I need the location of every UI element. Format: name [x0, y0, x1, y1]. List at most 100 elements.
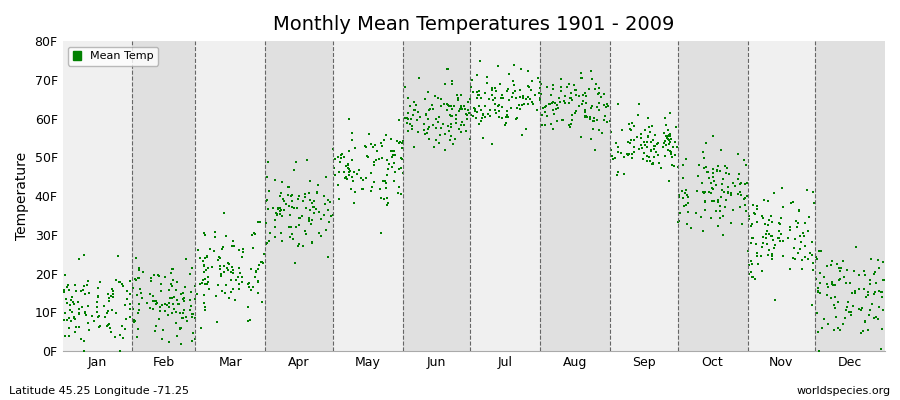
Point	[144, 278, 158, 284]
Point	[658, 114, 672, 121]
Point	[533, 95, 547, 101]
Point	[708, 182, 723, 188]
Point	[158, 274, 172, 280]
Point	[418, 131, 432, 137]
Point	[475, 135, 490, 142]
Point	[217, 210, 231, 216]
Point	[771, 235, 786, 242]
Point	[563, 90, 578, 96]
Point	[641, 132, 655, 139]
Point	[197, 304, 211, 310]
Point	[857, 285, 871, 292]
Point	[584, 105, 598, 112]
Point	[697, 154, 711, 161]
Point	[842, 280, 857, 287]
Point	[640, 144, 654, 150]
Point	[217, 263, 231, 269]
Point	[127, 316, 141, 323]
Point	[334, 155, 348, 161]
Point	[422, 124, 436, 130]
Point	[620, 138, 634, 145]
Point	[500, 86, 515, 93]
Point	[132, 307, 147, 314]
Point	[335, 151, 349, 157]
Point	[170, 279, 184, 286]
Point	[733, 204, 747, 210]
Point	[94, 322, 108, 329]
Point	[832, 277, 847, 284]
Point	[574, 134, 589, 140]
Point	[539, 113, 554, 119]
Y-axis label: Temperature: Temperature	[15, 152, 29, 240]
Point	[493, 95, 508, 102]
Point	[170, 333, 184, 339]
Point	[418, 95, 432, 102]
Point	[761, 217, 776, 223]
Point	[728, 182, 742, 189]
Point	[255, 298, 269, 305]
Point	[644, 148, 658, 154]
Point	[129, 277, 143, 283]
Point	[851, 272, 866, 278]
Point	[786, 254, 800, 261]
Point	[740, 180, 754, 186]
Point	[706, 132, 721, 139]
Point	[200, 281, 214, 288]
Point	[704, 215, 718, 221]
Point	[384, 148, 399, 154]
Point	[303, 221, 318, 228]
Point	[164, 281, 178, 287]
Point	[590, 91, 605, 97]
Point	[469, 114, 483, 121]
Point	[458, 106, 473, 112]
Point	[585, 76, 599, 82]
Point	[115, 334, 130, 341]
Point	[669, 124, 683, 130]
Point	[398, 84, 412, 90]
Point	[427, 144, 441, 150]
Point	[530, 106, 544, 113]
Point	[307, 210, 321, 216]
Point	[352, 166, 366, 173]
Point	[476, 111, 491, 118]
Point	[552, 94, 566, 101]
Point	[270, 211, 284, 218]
Point	[326, 212, 340, 218]
Point	[176, 315, 191, 322]
Point	[821, 321, 835, 327]
Point	[58, 333, 72, 339]
Point	[484, 91, 499, 98]
Point	[187, 296, 202, 302]
Point	[547, 110, 562, 117]
Point	[695, 180, 709, 186]
Point	[569, 107, 583, 114]
Point	[572, 93, 586, 99]
Point	[705, 180, 719, 187]
Point	[230, 277, 244, 283]
Point	[379, 180, 393, 187]
Point	[832, 268, 847, 274]
Point	[169, 297, 184, 303]
Point	[472, 58, 487, 64]
Point	[406, 111, 420, 118]
Point	[57, 316, 71, 323]
Point	[514, 66, 528, 72]
Point	[345, 157, 359, 164]
Point	[756, 215, 770, 222]
Point	[812, 348, 826, 354]
Point	[185, 313, 200, 320]
Point	[438, 131, 453, 137]
Point	[672, 192, 687, 198]
Point	[386, 148, 400, 155]
Point	[726, 180, 741, 186]
Point	[176, 315, 190, 321]
Point	[623, 140, 637, 146]
Point	[832, 265, 846, 272]
Point	[792, 208, 806, 214]
Point	[749, 241, 763, 248]
Point	[716, 212, 730, 219]
Point	[657, 138, 671, 144]
Point	[491, 63, 505, 69]
Point	[393, 138, 408, 145]
Point	[148, 298, 163, 305]
